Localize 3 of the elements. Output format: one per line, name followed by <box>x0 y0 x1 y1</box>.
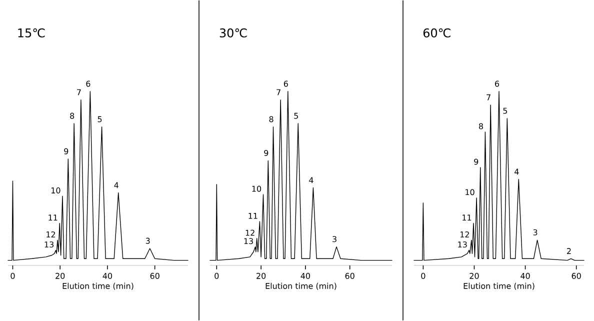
chart-title: 60℃ <box>423 28 450 38</box>
chart-title: 30℃ <box>220 28 247 38</box>
chart-title: 15℃ <box>18 28 45 38</box>
